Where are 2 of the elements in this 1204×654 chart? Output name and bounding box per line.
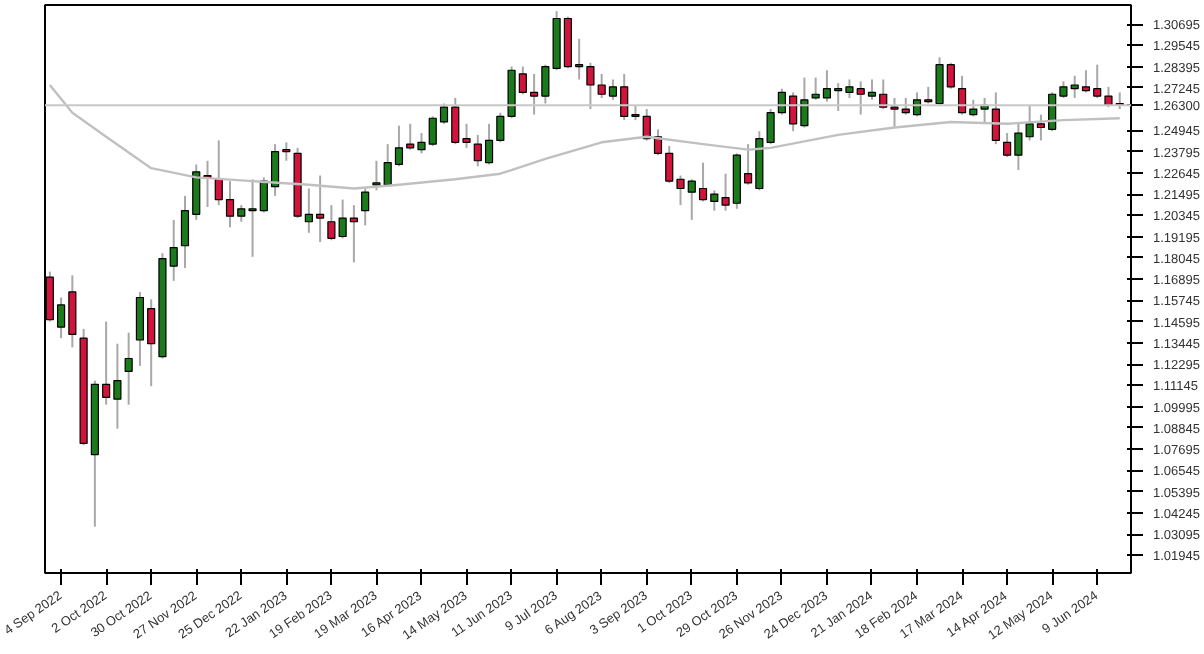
candlestick [361, 187, 370, 227]
candlestick [124, 331, 133, 406]
